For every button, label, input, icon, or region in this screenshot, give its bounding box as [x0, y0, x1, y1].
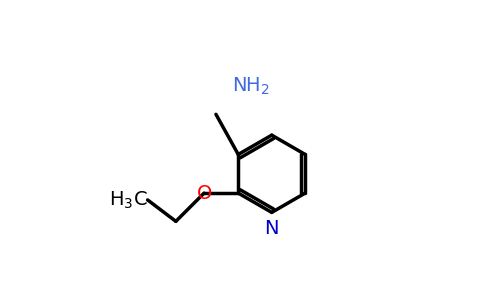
- Text: H$_3$C: H$_3$C: [109, 189, 148, 211]
- Text: N: N: [264, 219, 279, 238]
- Text: NH$_2$: NH$_2$: [232, 75, 270, 97]
- Text: O: O: [197, 184, 212, 202]
